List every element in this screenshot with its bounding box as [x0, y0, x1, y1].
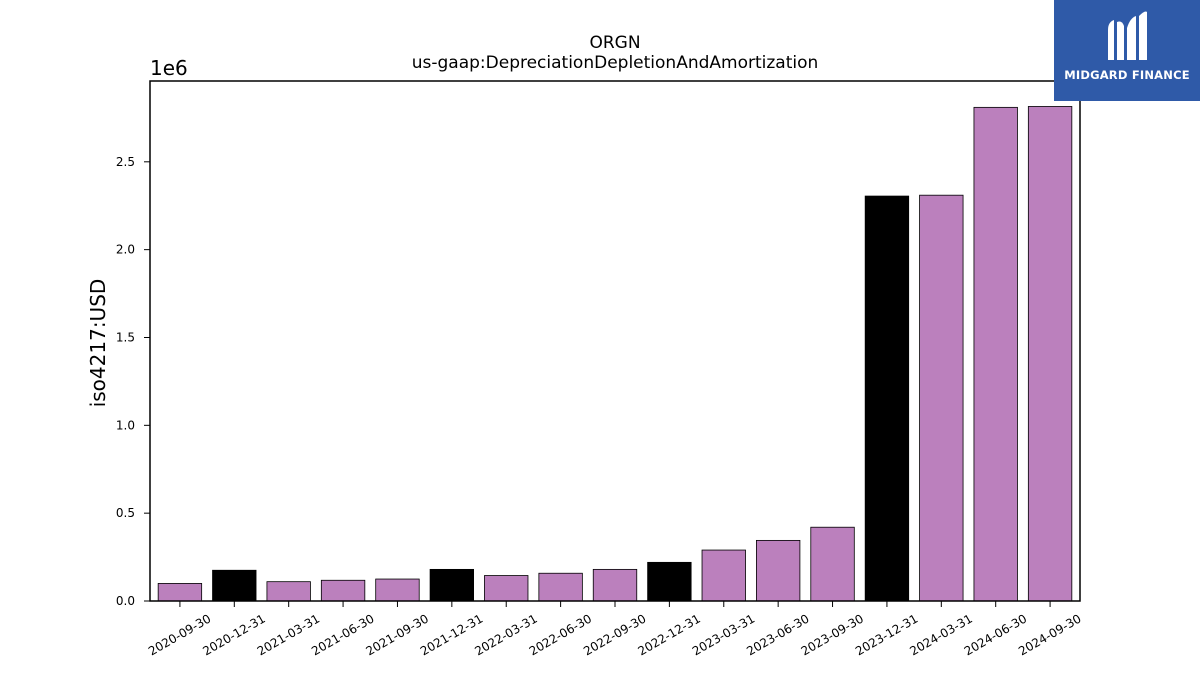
x-ticks-group: 2020-09-302020-12-312021-03-312021-06-30…: [146, 601, 1084, 658]
chart-subtitle: us-gaap:DepreciationDepletionAndAmortiza…: [412, 53, 819, 73]
bar-2021-09-30: [375, 578, 420, 602]
bar-2024-03-31: [919, 194, 964, 602]
x-tick-label: 2024-09-30: [1016, 611, 1083, 658]
bar-2024-06-30: [973, 106, 1018, 602]
bar-2022-03-31: [484, 575, 529, 602]
y-tick-label: 1.0: [116, 418, 135, 432]
bar-2021-06-30: [320, 579, 366, 602]
bar-2021-03-31: [266, 581, 311, 602]
y-offset-label: 1e6: [150, 56, 188, 80]
y-tick-label: 0.0: [116, 594, 135, 608]
y-ticks-group: 0.0 0.5 1.0 1.5 2.0 2.5: [116, 155, 150, 608]
y-tick-label: 2.5: [116, 155, 135, 169]
bar-2023-09-30: [810, 526, 855, 602]
bar-2022-09-30: [592, 568, 638, 602]
bar-2023-06-30: [756, 539, 801, 602]
bars-group: [157, 106, 1073, 602]
midgard-logo-icon: [1108, 11, 1147, 60]
y-tick-label: 0.5: [116, 506, 135, 520]
bar-2022-12-31: [647, 561, 692, 602]
midgard-finance-logo: MIDGARD FINANCE: [1054, 0, 1200, 101]
bar-2020-12-31: [212, 569, 257, 602]
y-axis-label: iso4217:USD: [86, 279, 110, 408]
bar-2023-03-31: [701, 549, 746, 602]
y-tick-label: 1.5: [116, 330, 135, 344]
y-tick-label: 2.0: [116, 243, 135, 257]
plot-frame: [149, 80, 1081, 602]
bar-2022-06-30: [538, 572, 583, 602]
bar-2020-09-30: [157, 583, 203, 602]
bar-2023-12-31: [864, 195, 910, 602]
bar-2021-12-31: [429, 568, 474, 602]
bar-2024-09-30: [1027, 106, 1073, 602]
chart-title: ORGN: [589, 33, 640, 53]
logo-text: MIDGARD FINANCE: [1064, 68, 1190, 82]
